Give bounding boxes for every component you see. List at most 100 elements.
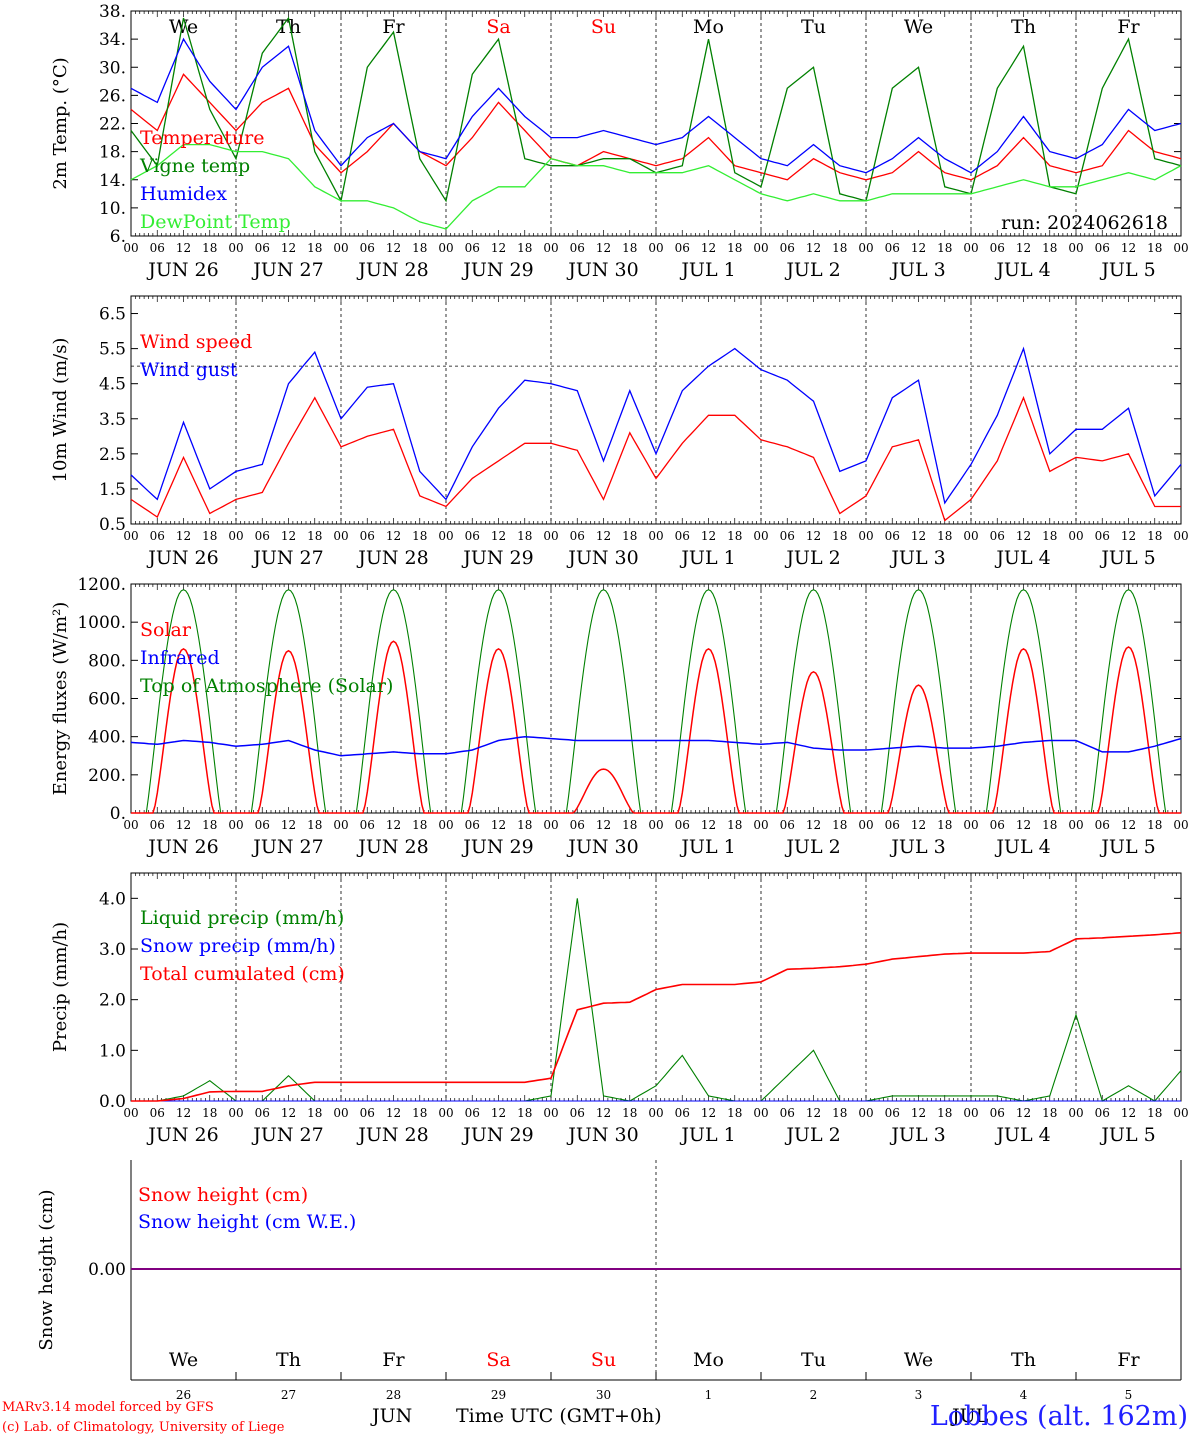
y-tick-label: 1200. [77,575,126,595]
hour-tick-label: 18 [202,818,217,832]
y-tick-label: 6. [110,227,126,247]
y-tick-label: 4.0 [99,889,126,909]
hour-tick-label: 18 [727,818,742,832]
y-tick-label: 30. [99,58,126,78]
hour-tick-label: 12 [176,241,191,255]
series-infrared [130,735,1182,757]
weekday-label: Fr [1117,16,1140,38]
hour-tick-label: 00 [543,241,558,255]
hour-tick-label: 06 [675,529,690,543]
date-label: JUL 5 [1099,1124,1155,1146]
date-label: JUN 27 [251,1124,323,1146]
hour-tick-label: 18 [517,818,532,832]
date-label: JUL 3 [889,1124,945,1146]
hour-tick-label: 00 [963,529,978,543]
hour-tick-label: 00 [228,529,243,543]
date-label: JUL 1 [679,836,735,858]
hour-tick-label: 00 [1173,241,1188,255]
time-axis-title: Time UTC (GMT+0h) [456,1405,662,1427]
hour-tick-label: 00 [648,241,663,255]
hour-tick-label: 00 [858,241,873,255]
date-label: JUL 4 [994,259,1050,281]
series-dewpoint-temp [130,143,1182,230]
date-label: JUL 3 [889,547,945,569]
date-label: JUN 26 [146,1124,218,1146]
hour-tick-label: 06 [465,818,480,832]
date-label: JUN 29 [461,547,533,569]
series-solar [131,640,1181,814]
weekday-label: Fr [382,1349,405,1371]
hour-tick-label: 00 [438,529,453,543]
day-number-label: 26 [176,1388,191,1402]
date-label: JUN 29 [461,1124,533,1146]
hour-tick-label: 18 [1042,529,1057,543]
y-tick-label: 4.5 [99,375,126,395]
weekday-label: Sa [486,16,510,38]
hour-tick-label: 12 [281,529,296,543]
hour-tick-label: 18 [1042,1106,1057,1120]
hour-tick-label: 00 [543,529,558,543]
date-label: JUL 5 [1099,547,1155,569]
hour-tick-label: 12 [491,1106,506,1120]
hour-tick-label: 18 [1147,529,1162,543]
hour-tick-label: 06 [780,818,795,832]
hour-tick-label: 06 [990,1106,1005,1120]
hour-tick-label: 06 [150,529,165,543]
y-tick-label: 3.0 [99,940,126,960]
legend-snow-precip-mm-h-: Snow precip (mm/h) [140,935,336,957]
hour-tick-label: 06 [780,529,795,543]
hour-tick-label: 06 [465,529,480,543]
legend-humidex: Humidex [140,183,227,205]
hour-tick-label: 18 [832,529,847,543]
hour-tick-label: 18 [1147,818,1162,832]
hour-tick-label: 00 [228,241,243,255]
hour-tick-label: 00 [333,241,348,255]
hour-tick-label: 06 [570,529,585,543]
date-label: JUL 2 [784,259,840,281]
y-tick-label: 5.5 [99,340,126,360]
hour-tick-label: 18 [622,241,637,255]
hour-tick-label: 12 [701,1106,716,1120]
y-tick-label: 800. [88,651,126,671]
hour-tick-label: 18 [832,818,847,832]
weekday-label: Sa [486,1349,510,1371]
hour-tick-label: 06 [885,529,900,543]
hour-tick-label: 06 [1095,241,1110,255]
hour-tick-label: 00 [1173,1106,1188,1120]
series-wind-gust [130,346,1182,505]
hour-tick-label: 18 [1042,818,1057,832]
date-label: JUL 4 [994,1124,1050,1146]
date-label: JUN 30 [566,259,638,281]
weekday-label: Mo [693,16,724,38]
hour-tick-label: 06 [360,1106,375,1120]
y-tick-label: 1.5 [99,480,126,500]
hour-tick-label: 00 [753,1106,768,1120]
hour-tick-label: 12 [1016,1106,1031,1120]
y-tick-label: 6.5 [99,305,126,325]
hour-tick-label: 00 [648,818,663,832]
hour-tick-label: 06 [885,818,900,832]
date-label: JUL 2 [784,1124,840,1146]
y-tick-label: 34. [99,30,126,50]
date-label: JUL 5 [1099,259,1155,281]
date-label: JUL 1 [679,259,735,281]
hour-tick-label: 06 [150,1106,165,1120]
hour-tick-label: 00 [753,818,768,832]
hour-tick-label: 06 [990,818,1005,832]
y-tick-label: 3.5 [99,410,126,430]
series-humidex [130,37,1182,174]
legend-solar: Solar [140,619,192,641]
hour-tick-label: 12 [911,1106,926,1120]
hour-tick-label: 12 [176,529,191,543]
hour-tick-label: 18 [1042,241,1057,255]
hour-tick-label: 12 [281,1106,296,1120]
hour-tick-label: 12 [596,241,611,255]
model-credit: MARv3.14 model forced by GFS [2,1400,214,1415]
hour-tick-label: 18 [832,1106,847,1120]
hour-tick-label: 06 [780,241,795,255]
hour-tick-label: 00 [648,529,663,543]
hour-tick-label: 12 [911,529,926,543]
hour-tick-label: 00 [333,529,348,543]
hour-tick-label: 00 [543,818,558,832]
